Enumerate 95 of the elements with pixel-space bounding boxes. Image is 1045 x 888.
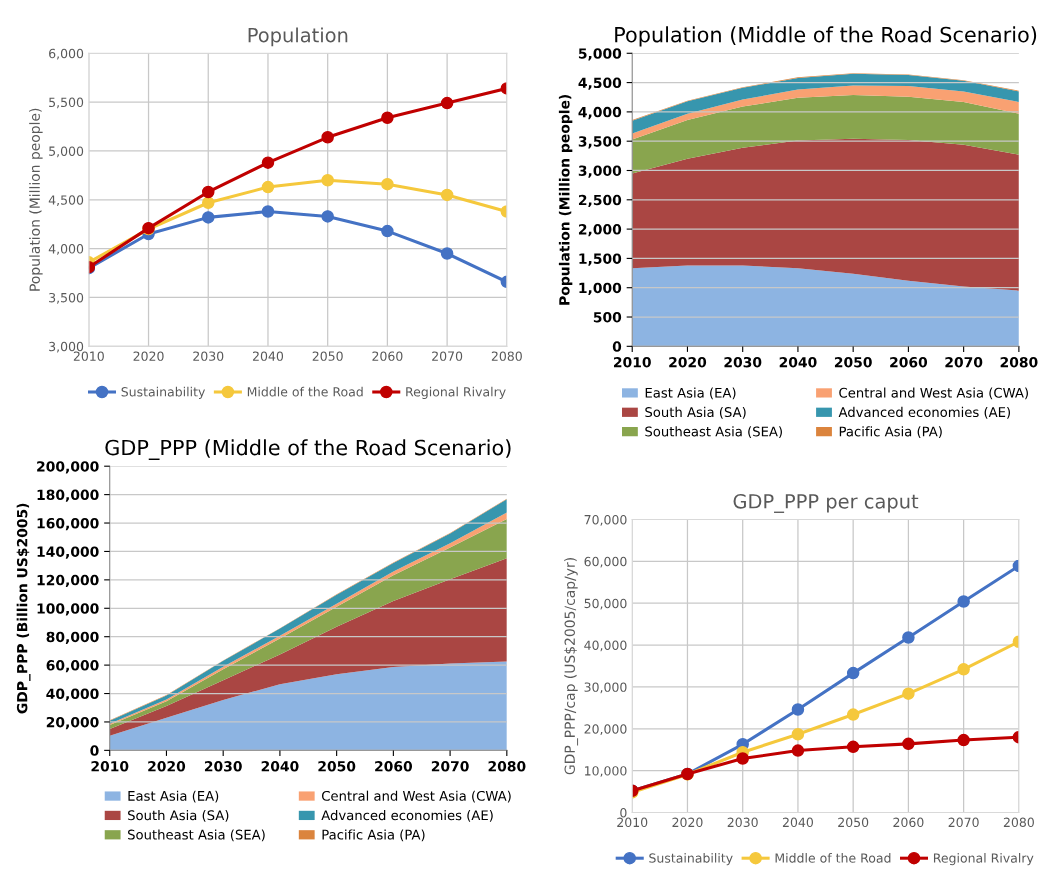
x-tick-label: 2040 xyxy=(252,351,284,361)
x-tick-label: 2050 xyxy=(312,351,343,361)
y-tick-label: 3,500 xyxy=(49,292,84,304)
legend-label: East Asia (EA) xyxy=(128,790,219,803)
legend-label: East Asia (EA) xyxy=(645,387,736,400)
x-tick-label: 2010 xyxy=(91,761,129,772)
x-tick-label: 2010 xyxy=(614,356,651,368)
y-tick-label: 20,000 xyxy=(46,716,99,730)
x-tick-label: 2040 xyxy=(261,761,299,772)
x-tick-label: 2050 xyxy=(838,817,869,828)
x-tick-label: 2050 xyxy=(318,761,356,772)
y-tick-label: 10,000 xyxy=(585,766,627,777)
y-tick-label: 4,000 xyxy=(578,106,622,120)
chart-title: GDP_PPP per caput xyxy=(733,493,919,513)
x-tick-label: 2020 xyxy=(672,817,703,828)
y-tick-label: 60,000 xyxy=(584,556,627,568)
x-tick-label: 2080 xyxy=(1000,356,1038,368)
x-tick-label: 2010 xyxy=(73,351,104,361)
y-tick-label: 180,000 xyxy=(37,489,99,502)
y-tick-label: 0 xyxy=(620,807,627,818)
legend-label: Pacific Asia (PA) xyxy=(322,829,425,842)
x-tick-label: 2050 xyxy=(834,356,872,368)
legend-label: Central and West Asia (CWA) xyxy=(321,790,511,803)
x-tick-label: 2080 xyxy=(491,351,522,361)
y-axis-title: GDP_PPP/cap (US$2005/cap/yr) xyxy=(564,558,579,775)
y-axis-title: Population (Million people) xyxy=(558,94,573,305)
legend-label: Pacific Asia (PA) xyxy=(839,426,942,438)
y-tick-label: 2,000 xyxy=(578,224,622,237)
chart-title: GDP_PPP (Middle of the Road Scenario) xyxy=(105,439,511,460)
x-tick-label: 2070 xyxy=(948,817,979,828)
y-tick-label: 6,000 xyxy=(49,48,84,60)
legend-label: Advanced economies (AE) xyxy=(321,810,493,822)
y-tick-label: 40,000 xyxy=(46,688,99,701)
y-tick-label: 30,000 xyxy=(584,682,627,694)
x-tick-label: 2020 xyxy=(133,351,164,361)
y-tick-label: 0 xyxy=(90,745,99,756)
legend-label: Southeast Asia (SEA) xyxy=(645,426,782,438)
x-tick-label: 2060 xyxy=(372,351,403,361)
x-tick-label: 2010 xyxy=(617,817,648,828)
legend-label: Advanced economies (AE) xyxy=(838,406,1010,419)
x-tick-label: 2030 xyxy=(727,817,758,828)
legend-label: Southeast Asia (SEA) xyxy=(128,829,265,842)
y-tick-label: 40,000 xyxy=(584,640,627,652)
legend-label: Middle of the Road xyxy=(247,386,363,397)
y-tick-label: 120,000 xyxy=(37,574,99,588)
x-tick-label: 2060 xyxy=(893,817,924,828)
x-tick-label: 2070 xyxy=(432,351,463,361)
x-tick-label: 2080 xyxy=(1003,817,1034,828)
y-tick-label: 5,500 xyxy=(49,97,84,109)
chart-title: Population (Middle of the Road Scenario) xyxy=(615,26,1037,47)
legend-label: Regional Rivalry xyxy=(406,386,506,399)
y-tick-label: 4,500 xyxy=(48,195,84,206)
y-tick-label: 140,000 xyxy=(37,546,99,559)
y-tick-label: 2,500 xyxy=(578,194,622,208)
y-tick-label: 1,500 xyxy=(579,253,622,266)
x-tick-label: 2060 xyxy=(375,761,413,772)
y-tick-label: 3,500 xyxy=(578,136,622,149)
y-tick-label: 100,000 xyxy=(37,603,99,616)
y-tick-label: 1,000 xyxy=(579,282,622,295)
legend-label: Regional Rivalry xyxy=(933,853,1034,866)
y-tick-label: 500 xyxy=(593,311,622,323)
x-tick-label: 2060 xyxy=(890,356,928,368)
legend-label: South Asia (SA) xyxy=(128,810,229,822)
legend-label: Sustainability xyxy=(649,853,733,866)
x-tick-label: 2030 xyxy=(204,761,242,772)
chart-title: Population xyxy=(248,27,348,47)
legend-label: Middle of the Road xyxy=(775,853,891,863)
x-tick-label: 2070 xyxy=(945,356,983,368)
y-tick-label: 20,000 xyxy=(584,724,627,735)
legend-label: South Asia (SA) xyxy=(645,406,746,419)
y-tick-label: 4,000 xyxy=(48,244,84,255)
y-tick-label: 160,000 xyxy=(37,518,99,531)
x-tick-label: 2020 xyxy=(669,356,707,368)
y-tick-label: 80,000 xyxy=(46,631,99,644)
y-tick-label: 200,000 xyxy=(37,461,99,474)
x-tick-label: 2070 xyxy=(431,761,469,772)
x-tick-label: 2040 xyxy=(782,817,814,828)
y-tick-label: 70,000 xyxy=(584,514,627,526)
y-tick-label: 60,000 xyxy=(46,660,99,673)
y-tick-label: 3,000 xyxy=(578,165,622,178)
legend-label: Sustainability xyxy=(121,386,206,399)
y-axis-title: Population (Million people) xyxy=(29,108,43,291)
y-tick-label: 50,000 xyxy=(584,598,627,610)
x-tick-label: 2030 xyxy=(724,356,762,368)
legend-label: Central and West Asia (CWA) xyxy=(839,387,1028,400)
x-tick-label: 2030 xyxy=(193,351,224,361)
y-tick-label: 4,500 xyxy=(578,77,622,90)
y-tick-label: 5,000 xyxy=(578,48,622,61)
y-tick-label: 0 xyxy=(612,341,622,352)
x-tick-label: 2040 xyxy=(779,356,817,368)
x-tick-label: 2080 xyxy=(488,761,526,772)
y-axis-title: GDP_PPP (Billion US$2005) xyxy=(16,503,31,714)
x-tick-label: 2020 xyxy=(148,761,186,772)
y-tick-label: 3,000 xyxy=(49,341,84,353)
y-tick-label: 5,000 xyxy=(49,146,84,158)
